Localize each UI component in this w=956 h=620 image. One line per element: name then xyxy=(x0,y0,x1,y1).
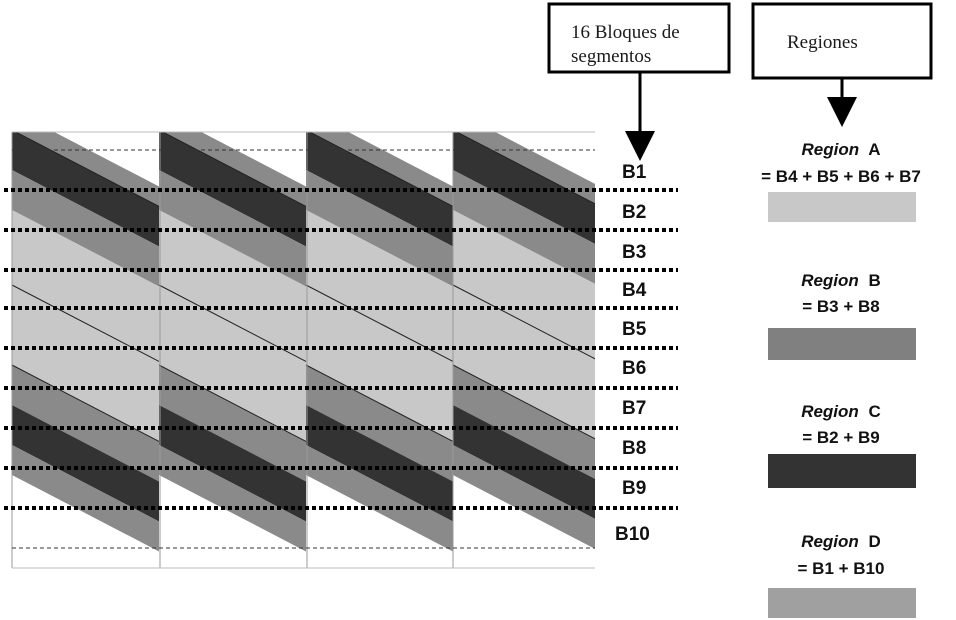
band-b45-light xyxy=(12,210,159,362)
band-b67-light xyxy=(12,285,159,442)
segment-edge-line xyxy=(14,132,160,207)
segment-edge-line xyxy=(158,284,307,362)
region-c-swatch xyxy=(768,454,916,488)
region-b-letter: B xyxy=(869,271,881,290)
region-a-swatch xyxy=(768,192,916,222)
band-b2-dark xyxy=(453,132,595,244)
segment-bands xyxy=(0,132,747,552)
region-legend: Region A = B4 + B5 + B6 + B7 Region B = … xyxy=(761,140,921,618)
band-b8-medium xyxy=(453,365,595,479)
region-d: Region D = B1 + B10 xyxy=(768,532,916,618)
blocks-header-box: 16 Bloques de segmentos xyxy=(547,2,731,74)
band-b10-medium xyxy=(453,445,595,549)
region-b-formula: = B3 + B8 xyxy=(802,297,880,316)
region-b: Region B = B3 + B8 xyxy=(768,271,916,360)
block-label-b2: B2 xyxy=(622,202,646,223)
band-b45-light xyxy=(453,210,595,359)
band-b45-light xyxy=(159,210,306,362)
segment-edge-line xyxy=(12,364,160,442)
region-a-formula: = B4 + B5 + B6 + B7 xyxy=(761,167,921,186)
block-label-b10: B10 xyxy=(615,524,650,545)
segment-edge-line xyxy=(305,284,454,362)
band-b3-medium xyxy=(453,170,595,284)
band-b10-medium xyxy=(0,445,12,551)
segment-edge-line xyxy=(161,132,307,207)
block-label-b4: B4 xyxy=(622,280,647,301)
region-d-formula: = B1 + B10 xyxy=(798,559,885,578)
segment-edge-line xyxy=(12,284,160,362)
region-c: Region C = B2 + B9 xyxy=(768,402,916,488)
segment-edge-line xyxy=(455,132,595,205)
band-b45-light xyxy=(0,210,12,361)
svg-text:Region C: Region C xyxy=(801,402,881,421)
band-b8-medium xyxy=(12,365,159,482)
segment-edge-line xyxy=(305,364,454,442)
block-label-b1: B1 xyxy=(622,162,647,183)
segment-edge-line xyxy=(452,284,595,360)
region-b-word: Region xyxy=(801,271,859,290)
block-label-b7: B7 xyxy=(622,398,646,419)
band-b8-medium xyxy=(306,365,453,482)
block-label-b9: B9 xyxy=(622,478,646,499)
band-b8-medium xyxy=(600,365,747,481)
region-d-letter: D xyxy=(869,532,881,551)
region-d-swatch xyxy=(768,588,916,618)
band-b9-dark xyxy=(600,405,747,521)
band-b2-dark xyxy=(12,132,159,247)
svg-text:Region D: Region D xyxy=(801,532,881,551)
region-c-word: Region xyxy=(801,402,859,421)
blocks-header-line2: segmentos xyxy=(571,46,651,67)
blocks-header-line1: 16 Bloques de xyxy=(571,22,680,43)
region-c-formula: = B2 + B9 xyxy=(802,428,880,447)
svg-text:Region A: Region A xyxy=(802,140,881,159)
region-a-word: Region xyxy=(802,140,860,159)
region-a-letter: A xyxy=(868,140,880,159)
segment-plot xyxy=(0,131,747,569)
band-b67-light xyxy=(159,285,306,442)
band-b10-medium xyxy=(306,445,453,552)
band-b2-dark xyxy=(159,132,306,247)
block-label-b3: B3 xyxy=(622,242,646,263)
region-b-swatch xyxy=(768,328,916,360)
region-d-word: Region xyxy=(801,532,859,551)
region-a: Region A = B4 + B5 + B6 + B7 xyxy=(761,140,921,222)
block-label-b8: B8 xyxy=(622,438,646,459)
band-b9-dark xyxy=(306,405,453,522)
band-b3-medium xyxy=(12,170,159,287)
regions-header-label: Regiones xyxy=(787,32,858,53)
band-b10-medium xyxy=(159,445,306,552)
segment-edge-line xyxy=(452,364,595,440)
band-b10-medium xyxy=(12,445,159,552)
band-b9-dark xyxy=(453,405,595,519)
band-b45-light xyxy=(306,210,453,362)
region-c-letter: C xyxy=(869,402,881,421)
regions-header-box: Regiones xyxy=(751,2,933,80)
segment-edge-line xyxy=(158,364,307,442)
block-label-b6: B6 xyxy=(622,358,646,379)
band-b9-dark xyxy=(0,405,12,521)
band-b8-medium xyxy=(0,365,12,481)
svg-text:Region B: Region B xyxy=(801,271,881,290)
segment-edge-line xyxy=(12,205,13,207)
band-b3-medium xyxy=(159,170,306,287)
block-label-b5: B5 xyxy=(622,319,647,340)
band-b67-light xyxy=(306,285,453,442)
band-b67-light xyxy=(453,285,595,439)
segment-edge-line xyxy=(308,132,454,207)
block-labels: B1 B2 B3 B4 B5 B6 B7 B8 B9 B10 xyxy=(615,162,650,545)
segment-edge-lines xyxy=(12,132,595,442)
band-b2-dark xyxy=(306,132,453,247)
band-b8-medium xyxy=(159,365,306,482)
band-b9-dark xyxy=(159,405,306,522)
band-b3-medium xyxy=(306,170,453,287)
band-b9-dark xyxy=(12,405,159,522)
block-separators xyxy=(4,188,678,510)
